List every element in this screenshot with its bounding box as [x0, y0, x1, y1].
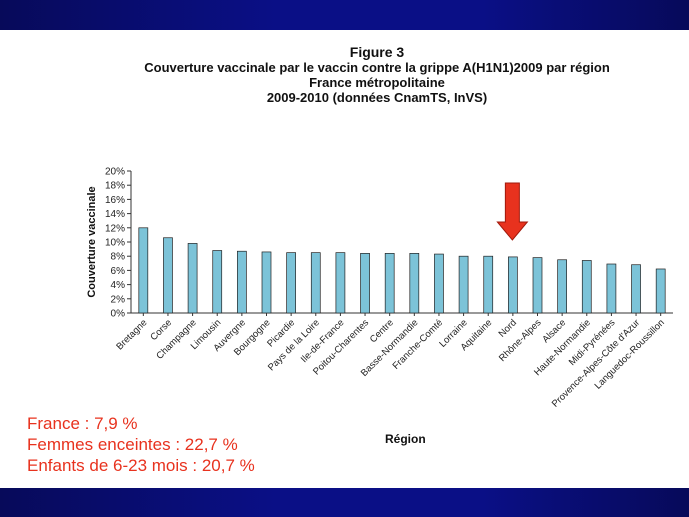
bar-auvergne — [237, 251, 246, 313]
y-tick-label: 18% — [105, 181, 125, 192]
y-tick-label: 6% — [111, 266, 126, 277]
y-tick-label: 8% — [111, 252, 126, 263]
y-tick-label: 14% — [105, 209, 125, 220]
bar-corse — [163, 238, 172, 313]
y-tick-label: 20% — [105, 167, 125, 178]
bar-haute-normandie — [582, 260, 591, 313]
stat-children: Enfants de 6-23 mois : 20,7 % — [27, 455, 255, 476]
stat-france: France : 7,9 % — [27, 413, 255, 434]
bar-pays-de-la-loire — [311, 253, 320, 313]
bar-champagne — [188, 243, 197, 313]
bar-alsace — [558, 260, 567, 313]
bar-poitou-charentes — [361, 253, 370, 313]
y-tick-label: 16% — [105, 195, 125, 206]
bar-rh-ne-alpes — [533, 258, 542, 313]
y-axis-title: Couverture vaccinale — [86, 186, 98, 297]
bar-bretagne — [139, 228, 148, 313]
bar-languedoc-roussillon — [656, 269, 665, 313]
stats-block: France : 7,9 % Femmes enceintes : 22,7 %… — [27, 413, 255, 476]
bar-limousin — [213, 251, 222, 313]
y-tick-label: 4% — [111, 280, 126, 291]
stat-pregnant-women: Femmes enceintes : 22,7 % — [27, 434, 255, 455]
bar-lorraine — [459, 256, 468, 313]
y-tick-label: 0% — [111, 309, 126, 320]
arrow-annotation — [497, 183, 527, 240]
bar-picardie — [287, 253, 296, 313]
bar-bourgogne — [262, 252, 271, 313]
x-axis-title: Région — [385, 432, 426, 446]
y-tick-label: 12% — [105, 223, 125, 234]
bar-provence-alpes-c-te-d-azur — [632, 265, 641, 313]
bar-nord — [508, 257, 517, 313]
bottom-band — [0, 488, 689, 517]
bar-aquitaine — [484, 256, 493, 313]
x-tick-label: Bretagne — [114, 317, 149, 352]
bar-centre — [385, 253, 394, 313]
bar-midi-pyr-n-es — [607, 264, 616, 313]
bar-franche-comt- — [434, 254, 443, 313]
y-tick-label: 10% — [105, 238, 125, 249]
y-tick-label: 2% — [111, 294, 126, 305]
bar-ile-de-france — [336, 253, 345, 313]
bar-basse-normandie — [410, 253, 419, 313]
